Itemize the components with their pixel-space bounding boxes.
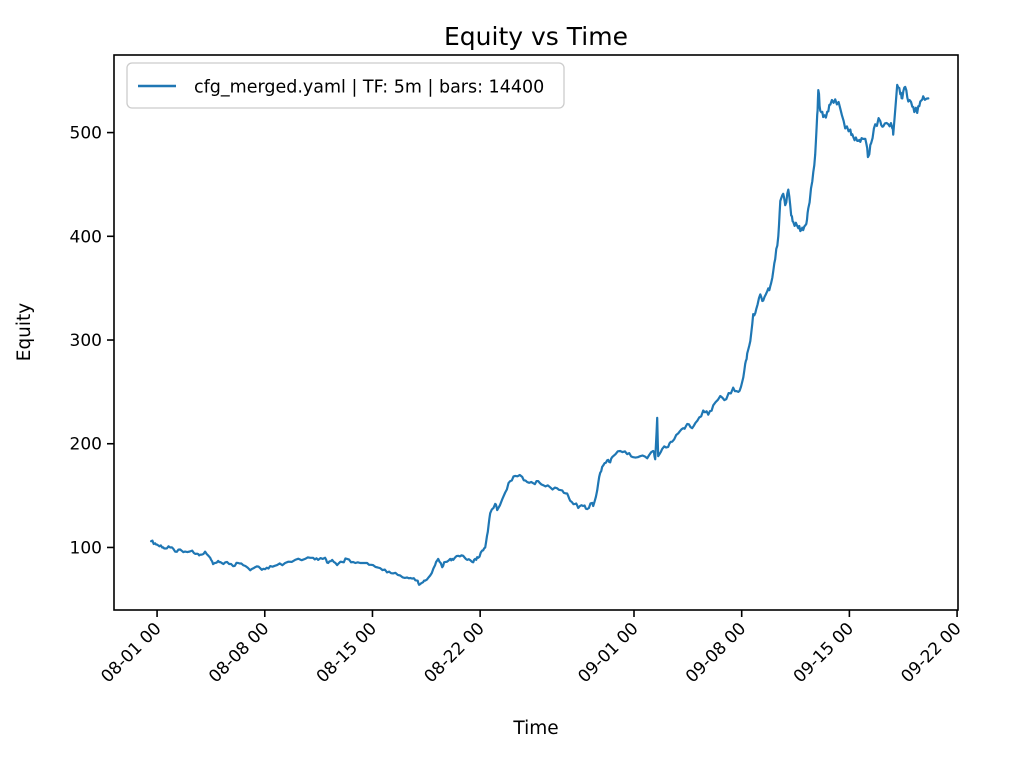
x-tick-label: 09-08 00 <box>682 619 750 687</box>
x-tick-label: 08-15 00 <box>313 619 381 687</box>
y-tick-label: 400 <box>70 227 102 247</box>
plot-area-spines <box>113 54 959 611</box>
legend-box <box>126 62 565 109</box>
legend: cfg_merged.yaml | TF: 5m | bars: 14400 <box>126 62 565 109</box>
y-tick-label: 100 <box>70 538 102 558</box>
y-tick-label: 300 <box>70 331 102 351</box>
x-tick-label: 08-01 00 <box>97 619 165 687</box>
x-tick-label: 08-22 00 <box>420 619 488 687</box>
x-tick-label: 09-01 00 <box>574 619 642 687</box>
x-tick-label: 08-08 00 <box>205 619 273 687</box>
y-axis-ticks: 100 200 300 400 500 <box>70 124 114 558</box>
x-tick-label: 09-15 00 <box>790 619 858 687</box>
chart-title: Equity vs Time <box>444 22 628 51</box>
legend-label: cfg_merged.yaml | TF: 5m | bars: 14400 <box>194 78 544 98</box>
y-tick-label: 200 <box>70 435 102 455</box>
x-axis-label: Time <box>512 718 558 739</box>
equity-line <box>150 83 930 586</box>
y-tick-label: 500 <box>70 124 102 144</box>
y-axis-label: Equity <box>14 303 35 362</box>
x-tick-label: 09-22 00 <box>897 619 965 687</box>
series-group <box>150 83 930 586</box>
x-axis-ticks: 08-01 00 08-08 00 08-15 00 08-22 00 09-01 00… <box>97 610 966 687</box>
